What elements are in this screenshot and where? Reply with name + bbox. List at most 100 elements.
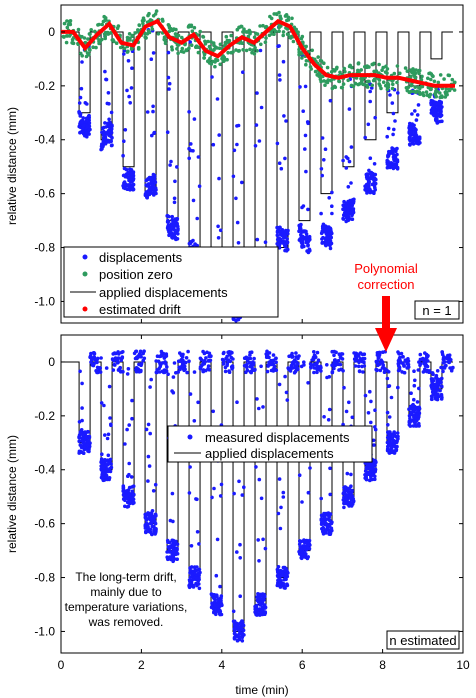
top-position-zero-point [142, 18, 146, 23]
bottom-displacement-point [77, 449, 82, 454]
bottom-displacement-point [297, 354, 301, 358]
top-displacement-point [432, 101, 437, 105]
bottom-displacement-point [302, 538, 306, 542]
bottom-displacement-point [151, 489, 156, 493]
top-position-zero-point [341, 82, 346, 86]
top-legend-box [63, 246, 279, 318]
top-position-zero-point [163, 41, 168, 46]
bottom-displacement-point [415, 411, 419, 415]
top-displacement-point [104, 125, 108, 129]
bottom-displacement-point [123, 442, 127, 446]
bottom-displacement-point [221, 359, 226, 363]
top-displacement-point [210, 75, 214, 79]
top-position-zero-point [222, 58, 226, 63]
top-position-zero-point [339, 85, 344, 90]
top-displacement-point [330, 231, 334, 236]
bottom-displacement-point [330, 370, 335, 374]
top-displacement-point [284, 119, 288, 123]
top-position-zero-point [318, 77, 323, 81]
bottom-displacement-point [129, 475, 134, 479]
top-displacement-point [232, 148, 237, 153]
top-displacement-point [175, 216, 180, 221]
bottom-displacement-point [83, 442, 87, 446]
top-position-zero-point [419, 77, 424, 82]
top-displacement-point [392, 127, 396, 132]
top-position-zero-point [281, 33, 286, 38]
bottom-displacement-point [313, 362, 318, 367]
bottom-displacement-point [112, 362, 117, 367]
top-position-zero-point [242, 27, 246, 32]
bottom-displacement-point [130, 496, 134, 500]
bottom-displacement-point [390, 450, 394, 455]
top-displacement-point [388, 93, 392, 97]
bottom-displacement-point [214, 593, 219, 598]
bottom-displacement-point [137, 370, 142, 374]
bottom-displacement-point [319, 496, 324, 501]
top-position-zero-point [279, 17, 283, 21]
bottom-displacement-point [356, 364, 361, 369]
bottom-displacement-point [227, 350, 232, 354]
top-displacement-point [78, 114, 83, 118]
bottom-displacement-point [328, 466, 332, 471]
top-displacement-point [322, 158, 326, 162]
top-position-zero-point [300, 56, 304, 60]
top-position-zero-point [114, 41, 119, 45]
top-displacement-point [84, 131, 89, 135]
top-displacement-point [282, 114, 286, 118]
top-displacement-point [393, 119, 397, 123]
top-displacement-point [165, 130, 170, 134]
legend-label-applied: applied displacements [99, 285, 228, 300]
top-position-zero-point [405, 88, 410, 93]
bottom-displacement-point [413, 424, 418, 428]
bottom-displacement-point [159, 352, 164, 357]
bottom-displacement-point [270, 368, 275, 373]
bottom-displacement-point [127, 485, 132, 490]
bottom-displacement-point [342, 491, 347, 495]
top-drift-line [61, 18, 455, 88]
top-position-zero-point [264, 36, 268, 40]
top-displacement-point [394, 159, 398, 163]
bottom-annotation-box [386, 630, 460, 650]
bottom-displacement-point [78, 369, 82, 374]
top-displacement-point [372, 162, 377, 166]
bottom-displacement-point [373, 427, 378, 432]
top-position-zero-point [356, 61, 361, 65]
bottom-displacement-point [430, 390, 435, 394]
bottom-displacement-point [298, 546, 303, 550]
top-position-zero-point [414, 68, 418, 72]
bottom-displacement-point [283, 569, 288, 573]
bottom-displacement-point [99, 464, 103, 468]
bottom-displacement-point [260, 597, 265, 601]
top-displacement-point [386, 159, 390, 164]
top-panel: 0 -0.2 -0.4 -0.6 -0.8 -1.0 relative distance … [5, 4, 464, 324]
bottom-displacement-point [111, 352, 115, 356]
bottom-displacement-point [83, 430, 87, 434]
top-displacement-point [429, 98, 434, 103]
top-displacement-point [373, 115, 378, 120]
top-displacement-point [150, 133, 154, 138]
top-position-zero-point [154, 9, 159, 13]
top-displacement-point [236, 317, 241, 321]
bottom-displacement-point [312, 366, 317, 370]
bottom-displacement-point [266, 363, 270, 368]
bottom-displacement-point [312, 370, 316, 375]
bottom-displacement-point [274, 356, 278, 361]
top-position-zero-point [453, 80, 457, 85]
bottom-displacement-point [364, 477, 369, 482]
bottom-displacement-point [171, 543, 176, 547]
top-legend: displacements position zero applied disp… [63, 246, 279, 318]
bottom-displacement-point [186, 349, 190, 354]
bottom-displacement-point [95, 356, 100, 361]
bottom-displacement-point [143, 516, 148, 520]
bottom-displacement-point [394, 440, 399, 445]
top-position-zero-point [66, 22, 71, 27]
bottom-displacement-point [154, 370, 159, 375]
top-displacement-point [329, 241, 334, 246]
top-displacement-point [255, 237, 260, 242]
top-displacement-point [344, 201, 348, 206]
bottom-displacement-point [338, 352, 343, 357]
bottom-displacement-point [77, 420, 82, 424]
top-position-zero-point [326, 78, 331, 82]
bottom-displacement-point [412, 383, 417, 388]
bottom-displacement-point [430, 371, 435, 375]
